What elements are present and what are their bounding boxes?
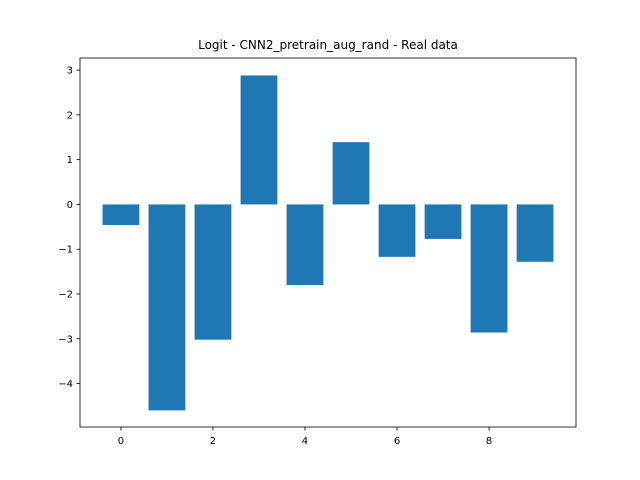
y-tick-label: −1 [58, 245, 73, 256]
y-tick-label: −4 [58, 379, 73, 390]
bar-7 [424, 204, 462, 239]
bar-3 [240, 75, 278, 205]
bar-9 [516, 204, 554, 262]
x-axis-ticks: 0 2 4 6 8 [118, 427, 492, 447]
y-tick-label: 0 [67, 200, 73, 211]
bar-1 [148, 204, 186, 411]
y-tick-label: −3 [58, 334, 73, 345]
x-tick-label: 4 [302, 436, 308, 447]
bar-8 [470, 204, 508, 333]
bar-6 [378, 204, 416, 257]
x-tick-label: 2 [210, 436, 216, 447]
bar-0 [102, 204, 140, 226]
bar-5 [332, 142, 370, 205]
bar-2 [194, 204, 232, 340]
bar-4 [286, 204, 324, 286]
y-tick-label: 3 [67, 66, 73, 77]
x-tick-label: 0 [118, 436, 124, 447]
y-tick-label: 2 [67, 110, 73, 121]
y-tick-label: −2 [58, 289, 73, 300]
y-tick-label: 1 [67, 155, 73, 166]
x-tick-label: 8 [486, 436, 492, 447]
bars-group [102, 75, 554, 411]
chart-title: Logit - CNN2_pretrain_aug_rand - Real da… [198, 38, 458, 52]
plot-frame [79, 57, 577, 428]
y-axis-ticks: −4 −3 −2 −1 0 1 2 3 [58, 66, 80, 390]
x-tick-label: 6 [394, 436, 400, 447]
